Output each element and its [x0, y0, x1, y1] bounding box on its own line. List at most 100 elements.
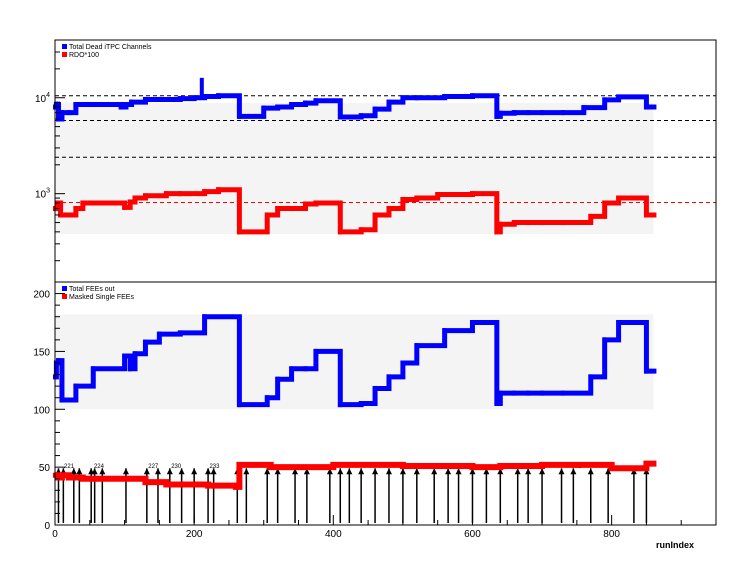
y-tick-label: 200	[33, 290, 50, 301]
data-point	[275, 104, 280, 110]
run-marker-arrowhead	[497, 468, 504, 475]
data-point	[373, 212, 378, 218]
run-marker-arrowhead	[303, 468, 310, 475]
data-point	[303, 464, 308, 470]
data-point	[609, 465, 614, 471]
data-point	[275, 206, 280, 212]
run-marker-arrowhead	[337, 468, 344, 475]
data-point	[303, 366, 308, 372]
run-marker-arrowhead	[191, 468, 198, 475]
run-marker-arrowhead	[91, 468, 98, 475]
data-point	[560, 390, 565, 396]
data-point	[352, 462, 357, 468]
data-point	[58, 212, 63, 218]
data-point	[540, 220, 545, 226]
data-point	[414, 95, 419, 101]
data-point	[313, 200, 318, 206]
run-marker-arrowhead	[525, 468, 532, 475]
data-point	[164, 482, 169, 487]
run-marker-arrowhead	[358, 468, 365, 475]
data-point	[373, 462, 378, 468]
data-point	[143, 479, 148, 485]
data-point	[602, 200, 607, 206]
y-tick-label: 0	[44, 521, 50, 532]
data-point	[498, 221, 503, 227]
data-point	[122, 476, 127, 482]
data-point	[237, 462, 242, 468]
data-point	[359, 401, 364, 406]
data-point	[133, 351, 138, 357]
run-marker-arrowhead	[346, 468, 353, 475]
run-marker-label: 221	[64, 464, 75, 470]
data-point	[289, 206, 294, 212]
run-marker-arrowhead	[514, 468, 521, 475]
data-point	[616, 94, 621, 100]
data-point	[143, 193, 148, 199]
legend-swatch	[62, 52, 67, 57]
run-marker-arrowhead	[274, 468, 281, 475]
data-point	[526, 110, 531, 116]
data-point-spike	[199, 77, 204, 99]
data-point	[289, 102, 294, 108]
y-tick-label: 104	[35, 92, 50, 105]
data-point	[157, 331, 162, 337]
data-point	[143, 96, 148, 102]
data-point	[185, 482, 190, 487]
data-point	[133, 195, 138, 201]
data-point	[123, 102, 128, 108]
data-point	[644, 212, 649, 218]
data-point	[303, 100, 308, 106]
y-tick-label: 103	[35, 188, 50, 201]
data-point	[122, 204, 127, 210]
data-point	[338, 402, 343, 408]
data-point	[414, 343, 419, 349]
data-point	[59, 472, 64, 478]
run-marker-arrowhead	[205, 468, 212, 475]
run-marker-arrowhead	[587, 468, 594, 475]
data-point	[265, 212, 270, 218]
data-point	[470, 191, 475, 197]
data-point	[588, 374, 593, 380]
run-marker-arrowhead	[210, 468, 217, 475]
data-point	[313, 348, 318, 354]
run-marker-arrowhead	[243, 468, 250, 475]
run-marker-arrowhead	[399, 468, 406, 475]
data-point	[216, 93, 221, 99]
data-point	[303, 201, 308, 207]
data-point	[91, 366, 96, 372]
data-point	[128, 366, 133, 372]
run-marker-label: 227	[148, 464, 159, 470]
data-point	[202, 189, 207, 195]
data-point	[289, 366, 294, 372]
data-point	[588, 213, 593, 219]
run-marker-arrowhead	[431, 468, 438, 475]
x-tick-label: 800	[603, 529, 620, 540]
data-point	[202, 314, 207, 320]
run-marker-arrowhead	[605, 468, 612, 475]
run-marker-arrowhead	[413, 468, 420, 475]
data-point	[129, 99, 134, 105]
run-marker-arrowhead	[372, 468, 379, 475]
x-tick-label: 200	[186, 529, 203, 540]
y-tick-label: 50	[39, 463, 51, 474]
data-point	[157, 96, 162, 102]
data-point	[73, 383, 78, 389]
run-marker-arrowhead	[558, 468, 565, 475]
data-point	[206, 483, 211, 489]
run-marker-arrowhead	[166, 468, 173, 475]
data-point	[386, 374, 391, 380]
run-marker-arrowhead	[178, 468, 185, 475]
data-point	[442, 328, 447, 334]
data-point	[560, 220, 565, 226]
data-point	[237, 113, 242, 119]
data-point	[59, 110, 64, 116]
data-point	[435, 192, 440, 198]
data-point	[581, 105, 586, 111]
data-point	[164, 191, 169, 197]
data-point	[73, 206, 78, 212]
run-marker-label: 224	[94, 464, 105, 470]
data-point	[498, 390, 503, 396]
run-marker-arrowhead	[483, 468, 490, 475]
data-point	[414, 195, 419, 201]
